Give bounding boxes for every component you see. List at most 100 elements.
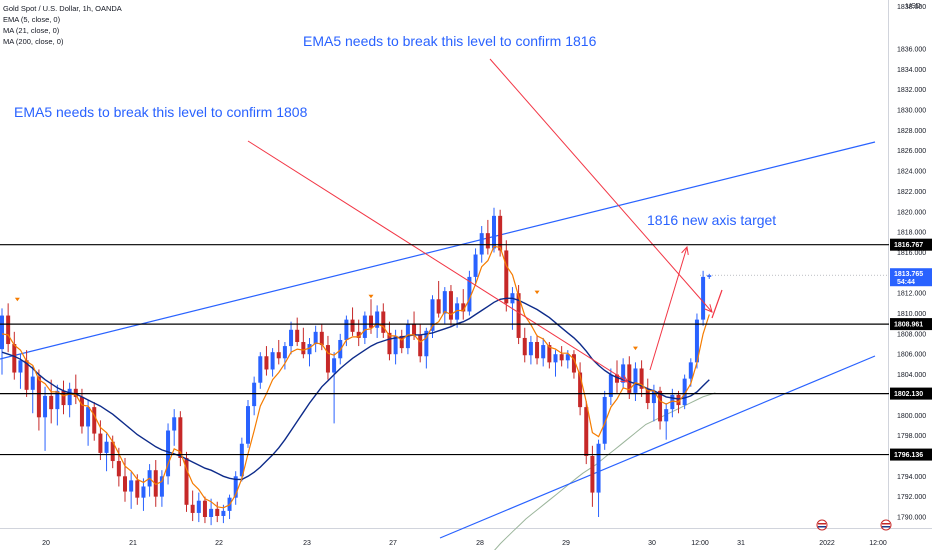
candle-body xyxy=(498,215,503,251)
candle-body xyxy=(461,303,466,312)
candle-body xyxy=(301,342,306,355)
candle-body xyxy=(639,368,644,389)
ma200-line xyxy=(494,392,716,550)
candle-body xyxy=(202,500,207,517)
event-icons[interactable] xyxy=(816,519,892,531)
ema-legend[interactable]: EMA (5, close, 0) xyxy=(3,15,61,24)
arrow-from-top-annotation[interactable] xyxy=(489,58,713,313)
level-tag xyxy=(890,448,932,461)
projection-line xyxy=(711,289,723,319)
candle-body xyxy=(30,376,35,390)
time-tick-label: 30 xyxy=(648,540,656,547)
time-tick-label: 21 xyxy=(129,540,137,547)
countdown-label: 54:44 xyxy=(897,279,915,286)
candle-body xyxy=(325,345,330,373)
candle-body xyxy=(135,480,140,498)
price-tick-label: 1828.000 xyxy=(897,128,926,135)
candle-body xyxy=(430,299,435,331)
arrows[interactable] xyxy=(247,58,723,383)
candle-body xyxy=(448,291,453,320)
candle-body xyxy=(504,250,509,304)
candle-body xyxy=(455,303,460,320)
price-tags: 1816.767 1808.961 1802.130 1796.136 1813.765… xyxy=(890,238,932,461)
candle-body xyxy=(375,311,380,328)
candle-body xyxy=(565,354,570,361)
ma21-legend[interactable]: MA (21, close, 0) xyxy=(3,26,60,35)
us-flag-stripe xyxy=(818,523,826,525)
arrow-target-up[interactable] xyxy=(649,245,689,371)
candle-body xyxy=(178,417,183,458)
ma200-series xyxy=(494,392,716,550)
price-tick-label-top: 1838.000 xyxy=(897,4,926,11)
us-flag-stripe xyxy=(818,526,826,528)
candle-body xyxy=(627,364,632,393)
candle-body xyxy=(159,476,164,497)
time-tick-label: 22 xyxy=(215,540,223,547)
candle-body xyxy=(123,476,127,492)
candle-body xyxy=(246,406,250,444)
price-tick-label: 1820.000 xyxy=(897,209,926,216)
candle-body xyxy=(621,364,626,383)
candle-body xyxy=(344,319,349,340)
candle-body xyxy=(584,407,589,456)
trend-lines[interactable] xyxy=(0,141,876,539)
candle-body xyxy=(350,319,355,332)
time-tick-label: 12:00 xyxy=(691,540,709,547)
price-tick-label: 1836.000 xyxy=(897,47,926,54)
annotation-target[interactable]: 1816 new axis target xyxy=(647,212,777,228)
candle-body xyxy=(270,352,275,370)
upper-trend-line[interactable] xyxy=(0,141,876,360)
price-tick-label: 1806.000 xyxy=(897,352,926,359)
candle-body xyxy=(362,315,367,338)
ma21-line xyxy=(1,297,710,481)
price-tick-label: 1810.000 xyxy=(897,311,926,318)
candle-body xyxy=(67,388,72,406)
moving-averages xyxy=(1,245,710,509)
time-tick-label: 27 xyxy=(389,540,397,547)
candle-body xyxy=(55,390,60,410)
candle-body xyxy=(221,510,226,516)
annotation-left[interactable]: EMA5 needs to break this level to confir… xyxy=(14,104,308,120)
candle-body xyxy=(535,342,540,359)
candle-body xyxy=(24,360,29,390)
candle-body xyxy=(36,376,41,418)
price-tick-label: 1804.000 xyxy=(897,372,926,379)
price-tick-label: 1824.000 xyxy=(897,169,926,176)
time-tick-label: 20 xyxy=(42,540,50,547)
candle-body xyxy=(295,329,300,343)
time-axis[interactable]: 20 21 22 23 27 28 29 30 12:00 31 2022 12:00 xyxy=(42,540,887,547)
candle-body xyxy=(701,276,706,320)
candle-body xyxy=(79,396,84,427)
ma200-legend[interactable]: MA (200, close, 0) xyxy=(3,37,64,46)
price-tick-label: 1792.000 xyxy=(897,494,926,501)
candle-body xyxy=(608,374,613,397)
candle-body xyxy=(651,390,656,404)
candle-body xyxy=(571,354,576,373)
price-tick-label: 1790.000 xyxy=(897,515,926,522)
price-tick-label: 1794.000 xyxy=(897,474,926,481)
lower-trend-line[interactable] xyxy=(439,355,876,539)
candle-body xyxy=(492,215,496,249)
candle-body xyxy=(707,275,712,277)
level-tag-label: 1816.767 xyxy=(894,242,923,249)
candles xyxy=(0,207,712,526)
candle-body xyxy=(196,500,201,513)
candle-body xyxy=(0,315,4,350)
us-flag-event-icon[interactable] xyxy=(816,519,828,531)
candle-body xyxy=(258,356,263,383)
arrow-from-left-annotation[interactable] xyxy=(247,140,629,383)
symbol-title[interactable]: Gold Spot / U.S. Dollar, 1h, OANDA xyxy=(3,4,122,13)
time-tick-label: 31 xyxy=(737,540,745,547)
level-tag-label: 1802.130 xyxy=(894,391,923,398)
us-flag-event-icon[interactable] xyxy=(880,519,892,531)
annotation-top[interactable]: EMA5 needs to break this level to confir… xyxy=(303,33,597,49)
candle-body xyxy=(436,299,441,314)
level-tag-label: 1796.136 xyxy=(894,452,923,459)
price-tick-label: 1834.000 xyxy=(897,67,926,74)
horizontal-levels[interactable] xyxy=(0,244,889,456)
candle-body xyxy=(276,352,281,359)
candle-body xyxy=(307,344,312,355)
candle-body xyxy=(61,390,66,406)
candle-body xyxy=(676,394,681,406)
